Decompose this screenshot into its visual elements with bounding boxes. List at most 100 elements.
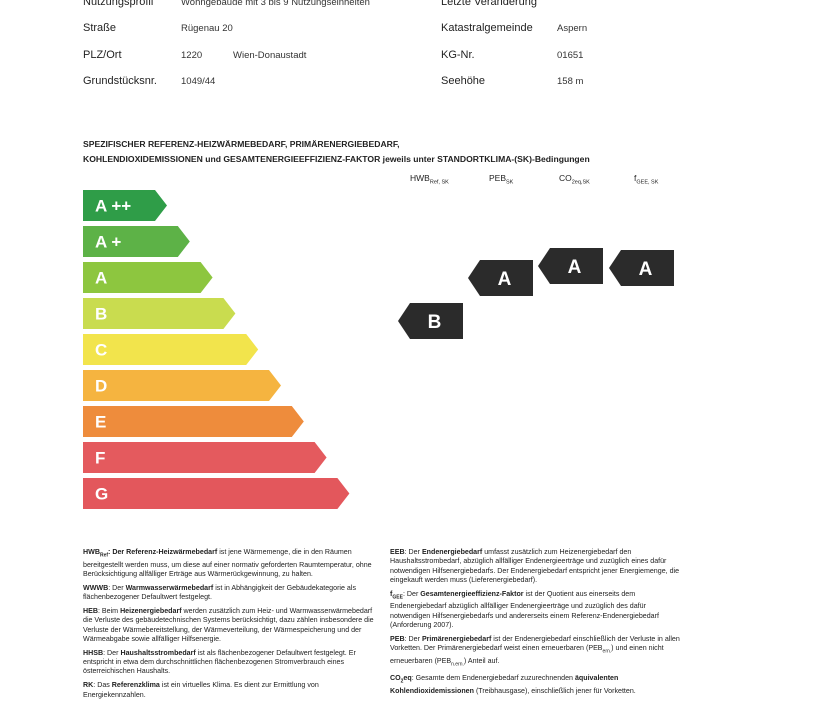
indicator-name: CO xyxy=(559,173,572,183)
legend-text: werden zusätzlich zum Heiz- und Warmwass… xyxy=(83,607,374,643)
legend-text: : Der xyxy=(404,634,422,643)
info-value: 158 m xyxy=(557,76,584,87)
legend-paragraph: PEB: Der Primärenergiebedarf ist der End… xyxy=(390,635,682,670)
info-label: Nutzungsprofil xyxy=(83,0,154,8)
indicator-sub: 2eq,SK xyxy=(571,179,590,186)
scale-bar xyxy=(83,406,304,437)
legend-paragraph: HHSB: Der Haushaltsstrombedarf ist als f… xyxy=(83,649,375,677)
legend-text: : Der xyxy=(103,648,121,657)
legend-text: : Der xyxy=(404,548,422,556)
indicator-name: f xyxy=(634,173,637,183)
scale-label: G xyxy=(95,485,108,504)
legend-text: Referenz-Heizwärmebedarf xyxy=(126,548,218,556)
heading-line: SPEZIFISCHER REFERENZ-HEIZWÄRMEBEDARF, P… xyxy=(83,139,400,149)
scale-label: A xyxy=(95,269,107,288)
legend-left: HWBRef: Der Referenz-Heizwärmebedarf ist… xyxy=(83,548,375,705)
legend-text: n.ern. xyxy=(451,661,464,668)
legend-text: ) und einen nicht erneuerbaren (PEB xyxy=(390,644,664,665)
legend-text: HWB xyxy=(83,548,100,556)
indicator-sub: GEE, SK xyxy=(636,179,659,186)
legend-text: Heizenergiebedarf xyxy=(120,607,182,616)
scale-label: D xyxy=(95,377,107,396)
legend-text: Warmwasserwärmebedarf xyxy=(125,583,214,592)
scale-bar xyxy=(83,442,327,473)
legend-text: ist als flächenbezogener Defaultwert fes… xyxy=(83,648,356,676)
legend-paragraph: RK: Das Referenzklima ist ein virtuelles… xyxy=(83,681,375,700)
legend-text: GEE xyxy=(392,594,403,601)
indicator-name: PEB xyxy=(489,173,507,183)
rating-arrow xyxy=(538,248,603,284)
legend-text: : Beim xyxy=(97,607,121,616)
legend-text: CO xyxy=(390,674,401,683)
scale-label: C xyxy=(95,341,107,360)
legend-text: Ref xyxy=(99,552,109,559)
indicator-header: PEBSK xyxy=(489,173,513,186)
legend-text: ist in Abhängigkeit der Gebäudekategorie… xyxy=(83,583,356,602)
legend-text: ) Anteil auf. xyxy=(463,656,500,665)
legend-text: äquivalenten Kohlendioxidemissionen xyxy=(390,674,619,695)
heading-line: KOHLENDIOXIDEMISSIONEN und GESAMTENERGIE… xyxy=(83,154,590,164)
legend-text: WWWB xyxy=(83,583,109,592)
legend-text: ist der Endenergiebedarf einschließlich … xyxy=(390,634,680,653)
indicator-sub: Ref, SK xyxy=(429,179,449,186)
legend-right: EEB: Der Endenergiebedarf umfasst zusätz… xyxy=(390,548,682,701)
legend-text: umfasst zusätzlich zum Heizenergiebedarf… xyxy=(390,548,680,584)
indicator-header: HWBRef, SK xyxy=(410,173,449,186)
scale-bar xyxy=(83,190,167,221)
info-label: Straße xyxy=(83,22,117,34)
legend-text: HEB xyxy=(83,607,98,616)
legend-text: : Der xyxy=(108,548,127,556)
legend-text: eq xyxy=(403,674,412,683)
legend-text: HHSB xyxy=(83,648,104,657)
legend-text: EEB xyxy=(390,548,405,556)
legend-text: ern. xyxy=(602,648,612,655)
indicator-name: HWB xyxy=(410,173,430,183)
scale-label: A ++ xyxy=(95,197,131,216)
rating-arrow xyxy=(398,303,463,339)
scale-label: A + xyxy=(95,233,121,252)
legend-text: (Treibhausgase), einschließlich jener fü… xyxy=(473,686,636,695)
info-label: Katastralgemeinde xyxy=(441,22,533,34)
info-value: 1220 xyxy=(181,50,203,61)
scale-bar xyxy=(83,334,259,365)
legend-paragraph: EEB: Der Endenergiebedarf umfasst zusätz… xyxy=(390,548,682,585)
info-value: 01651 xyxy=(557,50,584,61)
rating-label: A xyxy=(639,259,653,280)
scale-label: F xyxy=(95,449,105,468)
legend-text: : Gesamte dem Endenergiebedarf zuzurechn… xyxy=(411,674,575,683)
scale-label: B xyxy=(95,305,107,324)
legend-text: 2 xyxy=(400,678,404,685)
scale-bar xyxy=(83,298,236,329)
scale-bar xyxy=(83,478,350,509)
legend-text: ist ein virtuelles Klima. Es dient zur E… xyxy=(83,681,319,699)
legend-text: RK xyxy=(83,681,94,690)
info-value: 1049/44 xyxy=(181,76,216,87)
rating-label: B xyxy=(428,312,442,333)
legend-text: : Das xyxy=(93,681,112,690)
indicator-sub: SK xyxy=(506,179,514,186)
legend-text: Endenergiebedarf xyxy=(421,548,483,556)
scale-bar xyxy=(83,370,281,401)
legend-text: PEB xyxy=(390,634,405,643)
legend-text: Gesamtenergieeffizienz-Faktor xyxy=(420,589,524,598)
info-label: PLZ/Ort xyxy=(83,49,122,61)
indicator-header: CO2eq,SK xyxy=(559,173,590,186)
legend-text: f xyxy=(390,589,393,598)
scale-bar xyxy=(83,262,213,293)
heading: SPEZIFISCHER REFERENZ-HEIZWÄRMEBEDARF, P… xyxy=(83,137,590,167)
info-label: Letzte Veränderung xyxy=(441,0,538,8)
scale-label: E xyxy=(95,413,106,432)
rating-label: A xyxy=(568,257,582,278)
legend-paragraph: WWWB: Der Warmwasserwärmebedarf ist in A… xyxy=(83,584,375,603)
legend-text: ist jene Wärmemenge, die in den Räumen b… xyxy=(83,548,372,578)
indicator-header: fGEE, SK xyxy=(634,173,658,186)
info-value: Wien-Donaustadt xyxy=(233,50,307,61)
legend-text: ist der Quotient aus einerseits dem Ende… xyxy=(390,589,659,630)
legend-text: Primärenergiebedarf xyxy=(421,634,492,643)
info-label: Grundstücksnr. xyxy=(83,75,157,87)
info-value: Rügenau 20 xyxy=(181,23,233,34)
legend-text: : Der xyxy=(402,589,421,598)
legend-text: : Der xyxy=(108,583,126,592)
